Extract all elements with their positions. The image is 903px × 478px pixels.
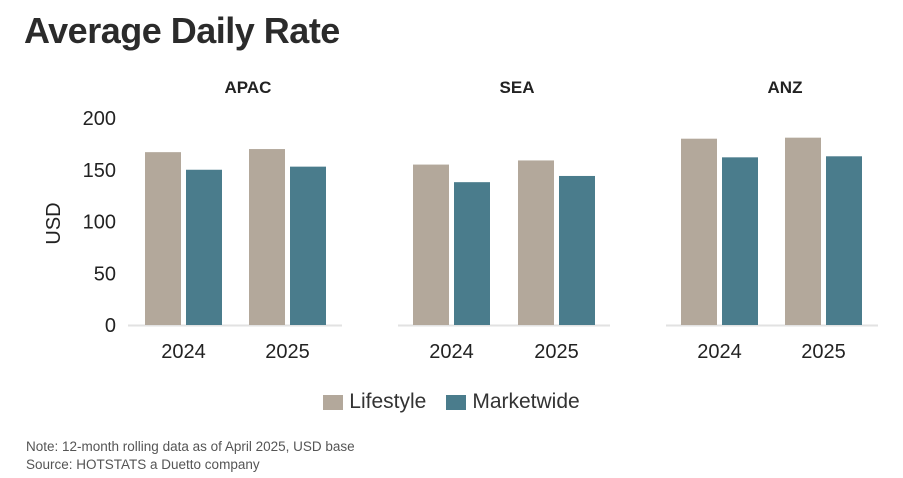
footnotes: Note: 12-month rolling data as of April … [26, 438, 355, 474]
x-tick-label-sea-2025: 2025 [534, 341, 579, 363]
legend-swatch-lifestyle [323, 394, 344, 410]
panel-title-sea: SEA [500, 78, 535, 97]
bar-sea-2024-lifestyle [413, 164, 449, 325]
bar-sea-2024-marketwide [454, 182, 490, 325]
panel-title-apac: APAC [225, 78, 272, 97]
x-tick-label-apac-2024: 2024 [161, 341, 206, 363]
x-tick-label-apac-2025: 2025 [265, 341, 310, 363]
y-axis-label: USD [43, 202, 65, 244]
bar-apac-2024-marketwide [186, 169, 222, 325]
note-text: Note: 12-month rolling data as of April … [26, 439, 355, 454]
y-tick-label: 0 [105, 315, 116, 337]
x-tick-label-anz-2025: 2025 [801, 341, 846, 363]
bar-apac-2025-marketwide [290, 166, 326, 325]
y-tick-label: 150 [83, 160, 116, 182]
legend-label-marketwide: Marketwide [472, 390, 580, 413]
x-tick-label-anz-2024: 2024 [697, 341, 742, 363]
source-text: Source: HOTSTATS a Duetto company [26, 457, 260, 472]
bar-sea-2025-lifestyle [518, 160, 554, 325]
bar-anz-2024-marketwide [722, 157, 758, 325]
y-tick-label: 200 [83, 108, 116, 130]
bar-anz-2025-lifestyle [785, 137, 821, 325]
bar-apac-2025-lifestyle [249, 149, 285, 325]
panel-title-anz: ANZ [768, 78, 803, 97]
legend-label-lifestyle: Lifestyle [349, 390, 427, 413]
legend-item-marketwide: Marketwide [446, 390, 580, 414]
chart-title: Average Daily Rate [24, 10, 340, 51]
legend-swatch-marketwide [446, 394, 467, 410]
x-tick-label-sea-2024: 2024 [429, 341, 474, 363]
bar-sea-2025-marketwide [559, 175, 595, 325]
bar-apac-2024-lifestyle [145, 152, 181, 325]
bar-anz-2025-marketwide [826, 156, 862, 325]
legend: Lifestyle Marketwide [0, 390, 903, 414]
chart-area: USD 0 50 100 150 200 APAC 2024 2025 SEA 2024 2025 AN… [43, 78, 878, 363]
y-tick-label: 100 [83, 212, 116, 234]
legend-item-lifestyle: Lifestyle [323, 390, 426, 414]
y-tick-label: 50 [94, 263, 116, 285]
bar-anz-2024-lifestyle [681, 138, 717, 325]
